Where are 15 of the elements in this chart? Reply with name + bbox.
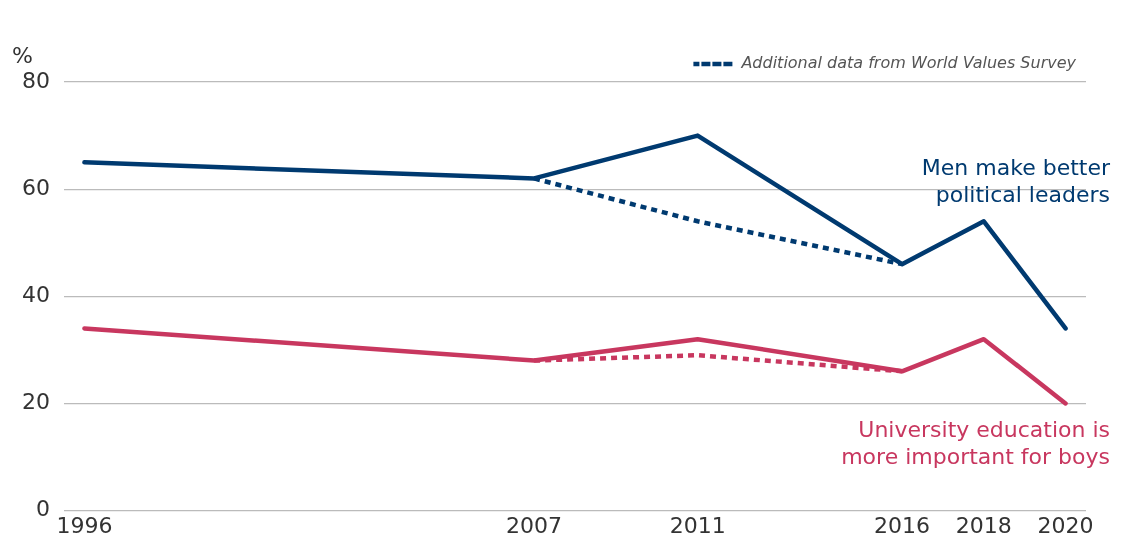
y-tick-label: 60 [21,174,50,200]
y-tick-label: 0 [35,496,50,522]
x-tick-label: 2016 [874,512,931,538]
x-tick-label: 2007 [506,512,563,538]
legend-label: Additional data from World Values Survey [740,53,1077,73]
series-label: Men make better political leaders [921,155,1111,208]
x-tick-label: 2018 [955,512,1012,538]
text: University education is more important for boys [841,417,1110,470]
y-tick-label: 80 [21,67,50,93]
y-tick-label: 40 [21,282,50,308]
x-tick-label: 2011 [669,512,726,538]
x-tick-label: 2020 [1037,512,1094,538]
x-tick-label: 1996 [56,512,113,538]
y-tick-label: 20 [21,389,50,415]
y-axis-title: % [12,42,33,68]
